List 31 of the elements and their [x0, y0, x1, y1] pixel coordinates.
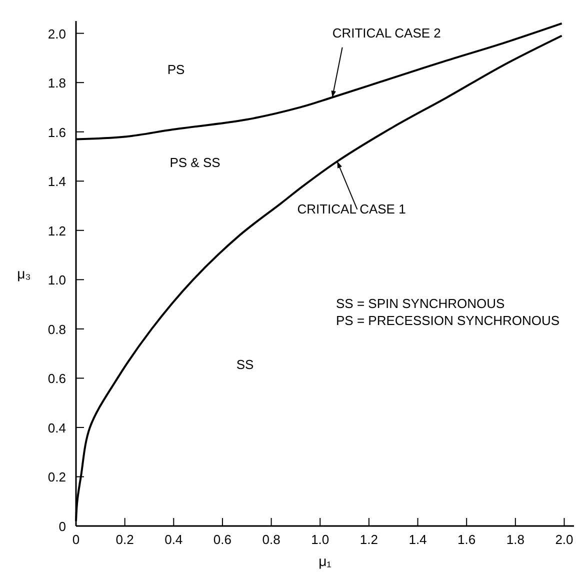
series-label: CRITICAL CASE 1	[297, 201, 406, 216]
y-tick-label: 0.4	[48, 420, 66, 436]
x-tick-label: 1.4	[408, 532, 427, 547]
x-tick-label: 1.8	[506, 532, 524, 547]
annotation: PS = PRECESSION SYNCHRONOUS	[336, 313, 560, 328]
y-tick-label: 0.8	[48, 322, 66, 337]
x-tick-label: 1.2	[360, 532, 378, 547]
y-tick-label: 1.6	[48, 124, 66, 140]
x-tick-label: 0.2	[116, 532, 134, 547]
x-tick-label: 1.0	[311, 532, 330, 547]
y-tick-label: 0.6	[48, 371, 66, 386]
x-tick-label: 0.8	[262, 532, 280, 547]
y-axis-title: μ₃	[17, 266, 31, 282]
y-tick-label: 1.4	[48, 174, 66, 190]
x-tick-label: 0.6	[213, 532, 232, 547]
y-tick-label: 1.0	[48, 272, 66, 288]
x-axis-title: μ₁	[318, 553, 332, 569]
x-tick-label: 0	[72, 532, 80, 547]
annotation: SS = SPIN SYNCHRONOUS	[336, 296, 506, 311]
y-tick-label: 0.2	[48, 470, 66, 485]
y-tick-label: 1.2	[48, 223, 66, 238]
annotation: SS	[236, 357, 254, 372]
series-label: CRITICAL CASE 2	[332, 25, 441, 40]
y-tick-label: 2.0	[48, 26, 66, 42]
x-tick-label: 2.0	[555, 532, 574, 547]
x-tick-label: 0.4	[164, 532, 183, 547]
annotation: PS & SS	[170, 155, 221, 170]
annotation: PS	[167, 62, 185, 77]
y-tick-label: 0	[58, 519, 66, 534]
x-tick-label: 1.6	[458, 532, 476, 547]
y-tick-label: 1.8	[48, 76, 66, 91]
